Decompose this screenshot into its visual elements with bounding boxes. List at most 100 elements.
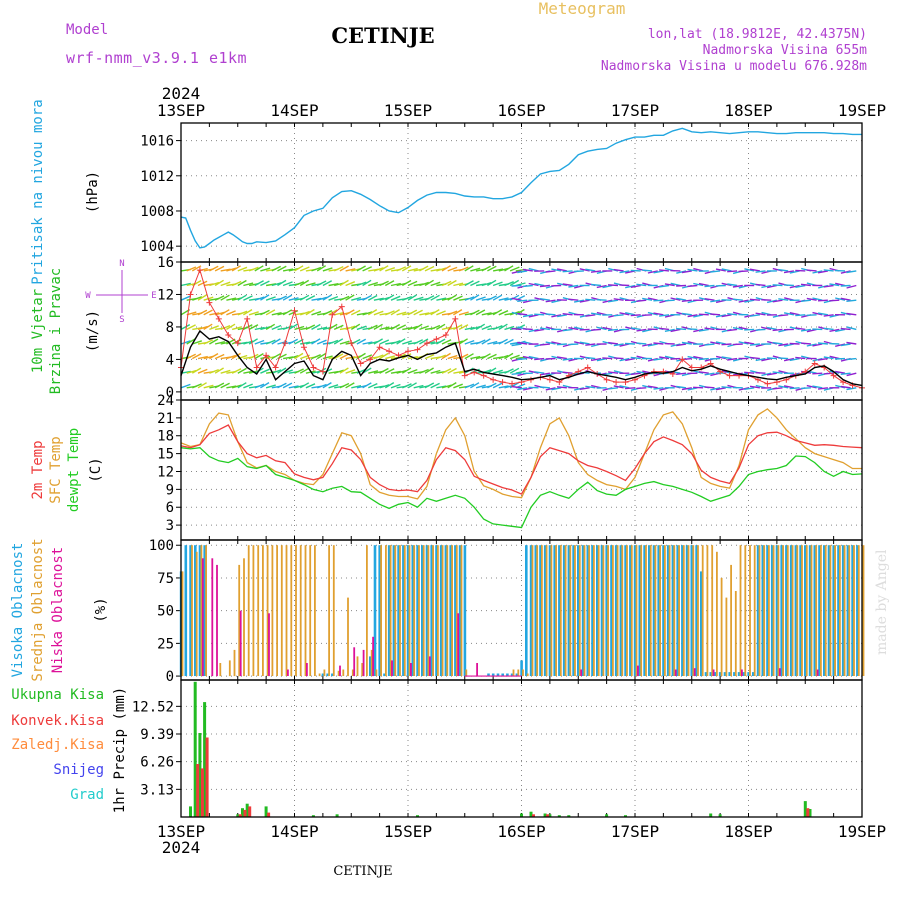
wind-arrow: [744, 387, 755, 390]
precip-conv-bar: [267, 812, 271, 817]
wind-arrow: [316, 383, 327, 389]
cloud-high-bar: [728, 672, 731, 676]
wind-arrow: [260, 267, 271, 272]
precip-total-bar: [236, 814, 240, 817]
temperature-side-label: 2m Temp SFC Temp dewpt Temp (C): [30, 428, 104, 512]
wind-arrow: [766, 284, 778, 289]
wind-arrow: [698, 282, 709, 287]
wind-arrow: [504, 352, 514, 360]
wind-arrow: [311, 338, 321, 345]
wind-arrow: [260, 382, 270, 389]
cloud-high-bar: [454, 545, 457, 676]
temp-ylabel-2m: 2m Temp: [30, 440, 46, 499]
wind-arrow: [492, 369, 503, 374]
wind-arrow: [596, 299, 607, 301]
wind-arrow: [237, 310, 248, 316]
wind-arrow: [271, 353, 281, 360]
pressure-ytick-label: 1008: [140, 204, 174, 220]
wind-arrow: [573, 270, 584, 273]
wind-arrow: [419, 281, 430, 287]
cloud-mid-bar: [739, 545, 742, 676]
wind-arrow: [350, 323, 361, 330]
cloud-mid-bar: [295, 545, 297, 676]
wind-arrow: [248, 311, 259, 316]
wind-gust-marker: [414, 346, 421, 353]
cloud-mid-bar: [375, 669, 378, 676]
cloud-mid-bar: [720, 577, 723, 676]
wind-arrow: [749, 343, 760, 346]
wind-arrow: [772, 328, 783, 332]
cloud-mid-bar: [181, 571, 184, 677]
wind-arrow: [534, 357, 545, 361]
wind-arrow: [299, 279, 310, 287]
wind-arrow: [288, 338, 299, 345]
cloud-mid-bar: [332, 545, 335, 676]
precip-total-bar: [241, 808, 244, 817]
wind-arrow: [812, 343, 823, 347]
cloud-high-bar: [496, 673, 500, 677]
wind-arrow: [379, 339, 390, 345]
precip-total-bar: [335, 814, 339, 817]
wind-arrow: [220, 309, 230, 316]
wind-arrow: [316, 352, 327, 360]
wind-arrow: [783, 357, 795, 362]
wind-arrow: [574, 326, 585, 331]
cloud-mid-bar: [786, 545, 789, 676]
wind-arrow: [630, 269, 641, 272]
wind-arrow: [384, 280, 395, 287]
cloud-mid-bar: [195, 551, 198, 677]
wind-arrow: [333, 369, 345, 374]
wind-arrow: [636, 283, 647, 287]
wind-arrow: [562, 328, 573, 332]
wind-arrow: [209, 265, 219, 272]
wind-arrow: [585, 343, 596, 346]
wind-arrow: [817, 299, 828, 302]
model-altitude-text: Nadmorska Visina u modelu 676.928m: [601, 59, 867, 74]
wind-arrow: [806, 384, 817, 389]
wind-arrow: [379, 367, 389, 374]
cloud-mid-bar: [257, 545, 260, 676]
cloud-low-bar: [201, 558, 204, 677]
wind-panel: 0 4 8 12 16: [157, 255, 865, 401]
wind-arrow: [835, 297, 846, 301]
cloud-high-bar: [733, 672, 736, 676]
wind-arrow: [322, 294, 332, 301]
wind-arrow: [447, 266, 458, 272]
wind-arrow: [789, 387, 800, 390]
wind-arrow: [487, 382, 497, 389]
wind-gust-marker: [509, 380, 516, 387]
wind-arrow: [209, 368, 219, 374]
precip-total-bar: [567, 815, 571, 817]
cloud-side-label: Visoka Oblacnost Srednja Oblacnost Niska…: [10, 538, 109, 681]
wind-arrow: [458, 266, 469, 272]
wind-arrow: [498, 323, 508, 330]
wind-arrow: [362, 382, 372, 389]
wind-arrow: [243, 383, 253, 389]
wind-arrow: [761, 326, 772, 331]
precip-conv-bar: [243, 809, 247, 817]
cloud-cover-ytick-label: 25: [157, 636, 174, 652]
wind-arrow: [613, 298, 624, 301]
wind-arrow: [710, 299, 721, 303]
wind-arrow: [180, 383, 191, 389]
cloud-high-bar: [633, 545, 637, 676]
precip-total-bar: [189, 806, 192, 817]
compass-e: E: [151, 291, 156, 301]
cloud-high-bar: [818, 545, 821, 676]
cloud-mid-bar: [437, 545, 439, 676]
wind-arrow: [568, 343, 579, 346]
cloud-high-bar: [392, 545, 396, 676]
wind-arrow: [203, 339, 214, 345]
wind-arrow: [407, 309, 418, 316]
wind-arrow: [237, 266, 248, 272]
precip-legend-snow: Snijeg: [53, 762, 104, 778]
wind-arrow: [407, 368, 418, 374]
wind-arrow: [840, 372, 851, 375]
cloud-mid-bar: [219, 663, 222, 677]
wind-arrow: [778, 314, 789, 317]
wind-arrow: [464, 339, 475, 345]
wind-arrow: [539, 386, 550, 389]
wind-arrow: [727, 328, 738, 332]
cloud-mid-bar: [370, 649, 373, 677]
cloud-high-bar: [799, 545, 802, 676]
